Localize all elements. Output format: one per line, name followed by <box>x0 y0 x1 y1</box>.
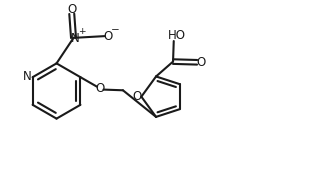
Text: O: O <box>68 3 77 16</box>
Text: N: N <box>23 70 32 83</box>
Text: O: O <box>95 82 105 95</box>
Text: O: O <box>132 90 142 103</box>
Text: N: N <box>71 32 79 45</box>
Text: HO: HO <box>167 29 185 42</box>
Text: +: + <box>78 27 85 36</box>
Text: −: − <box>111 25 120 35</box>
Text: O: O <box>104 30 113 43</box>
Text: O: O <box>197 56 206 69</box>
